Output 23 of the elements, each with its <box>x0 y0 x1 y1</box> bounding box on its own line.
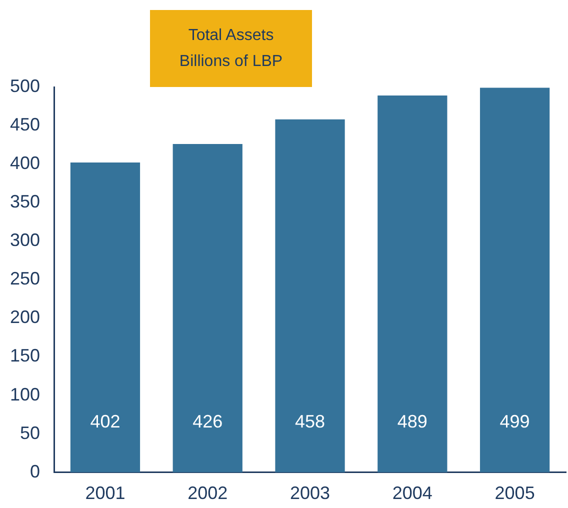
y-tick-label: 200 <box>10 307 40 328</box>
x-tick-label: 2002 <box>188 483 228 504</box>
y-tick-label: 400 <box>10 153 40 174</box>
y-tick-label: 100 <box>10 384 40 404</box>
data-label: 458 <box>294 411 326 432</box>
data-label: 426 <box>192 411 223 432</box>
y-tick-label: 150 <box>10 346 40 366</box>
x-tick-label: 2001 <box>85 483 126 504</box>
y-tick-label: 350 <box>10 192 40 212</box>
y-tick-label: 50 <box>20 422 40 443</box>
y-tick-label: 250 <box>10 268 40 289</box>
x-tick-label: 2005 <box>494 483 535 504</box>
x-tick-label: 2003 <box>290 483 330 504</box>
y-tick-label: 500 <box>10 76 40 96</box>
data-label: 499 <box>500 411 530 432</box>
y-tick-label: 300 <box>10 230 40 250</box>
data-label: 402 <box>90 411 120 432</box>
y-tick-label: 0 <box>30 461 40 482</box>
chart-title: Total Assets <box>187 26 275 46</box>
y-tick-label: 450 <box>10 114 40 135</box>
x-tick-label: 2004 <box>392 483 432 504</box>
chart-subtitle: Billions of LBP <box>178 52 284 72</box>
data-label: 489 <box>397 411 428 432</box>
